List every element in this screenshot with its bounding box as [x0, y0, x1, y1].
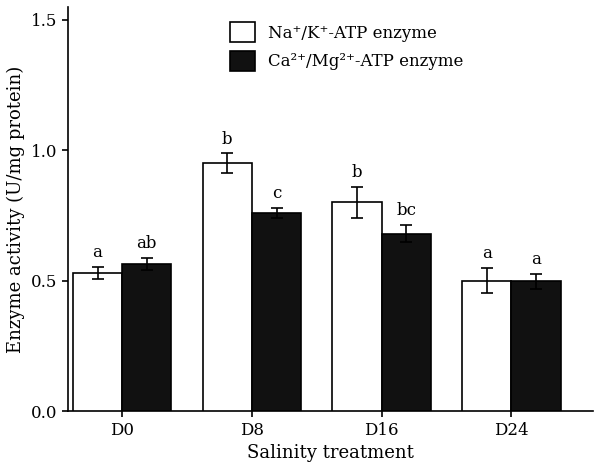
Text: a: a [531, 251, 541, 268]
Bar [122, 264, 172, 411]
Bar [462, 281, 511, 411]
Text: a: a [92, 244, 103, 261]
Bar [73, 273, 122, 411]
Bar [332, 203, 382, 411]
Bar [382, 234, 431, 411]
Text: ab: ab [137, 235, 157, 252]
Bar [203, 163, 252, 411]
Y-axis label: Enzyme activity (U/mg protein): Enzyme activity (U/mg protein) [7, 65, 25, 353]
Bar [252, 213, 301, 411]
X-axis label: Salinity treatment: Salinity treatment [247, 444, 414, 462]
Bar [511, 281, 560, 411]
Text: b: b [222, 131, 233, 148]
Legend: Na⁺/K⁺-ATP enzyme, Ca²⁺/Mg²⁺-ATP enzyme: Na⁺/K⁺-ATP enzyme, Ca²⁺/Mg²⁺-ATP enzyme [223, 15, 470, 77]
Text: c: c [272, 186, 281, 203]
Text: bc: bc [396, 203, 416, 219]
Text: a: a [482, 245, 491, 263]
Text: b: b [352, 164, 362, 181]
